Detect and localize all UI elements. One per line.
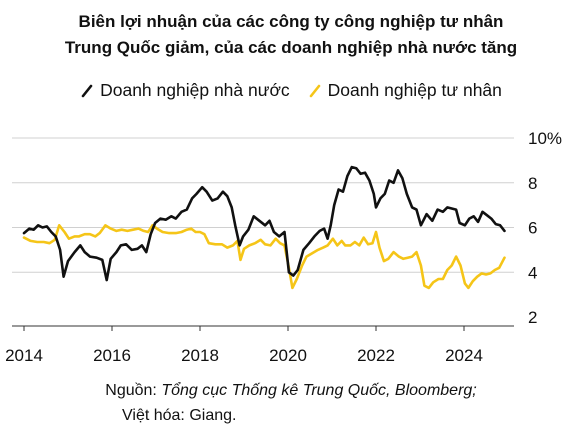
x-tick-label-2020: 2020 (269, 346, 307, 365)
series-line-private (22, 224, 506, 290)
x-tick-label-2024: 2024 (445, 346, 483, 365)
source-note: Nguồn: Tổng cục Thống kê Trung Quốc, Blo… (0, 378, 582, 428)
legend-label-soe: Doanh nghiệp nhà nước (100, 80, 290, 100)
x-tick-label-2018: 2018 (181, 346, 219, 365)
title-line-1: Biên lợi nhuận của các công ty công nghi… (78, 12, 504, 31)
source-credit: Việt hóa: Giang. (122, 407, 237, 424)
y-tick-label-4: 4 (528, 263, 537, 282)
legend-item-private: Doanh nghiệp tư nhân (308, 80, 502, 101)
y-tick-label-8: 8 (528, 174, 537, 193)
series-line-soe (22, 165, 506, 282)
legend: Doanh nghiệp nhà nước Doanh nghiệp tư nh… (0, 80, 582, 101)
legend-item-soe: Doanh nghiệp nhà nước (80, 80, 290, 101)
legend-label-private: Doanh nghiệp tư nhân (327, 80, 502, 100)
x-tick-label-2016: 2016 (93, 346, 131, 365)
x-tick-label-2014: 2014 (5, 346, 43, 365)
y-tick-label-2: 2 (528, 308, 537, 327)
x-tick-label-2022: 2022 (357, 346, 395, 365)
chart-title: Biên lợi nhuận của các công ty công nghi… (0, 9, 582, 61)
y-tick-label-6: 6 (528, 219, 537, 238)
legend-swatch-private (309, 84, 320, 97)
source-label: Nguồn: (105, 382, 162, 399)
source-text: Tổng cục Thống kê Trung Quốc, Bloomberg; (161, 382, 477, 399)
legend-swatch-soe (81, 84, 93, 97)
title-line-2: Trung Quốc giảm, của các doanh nghiệp nh… (64, 38, 518, 57)
y-tick-label-10: 10% (528, 129, 562, 148)
